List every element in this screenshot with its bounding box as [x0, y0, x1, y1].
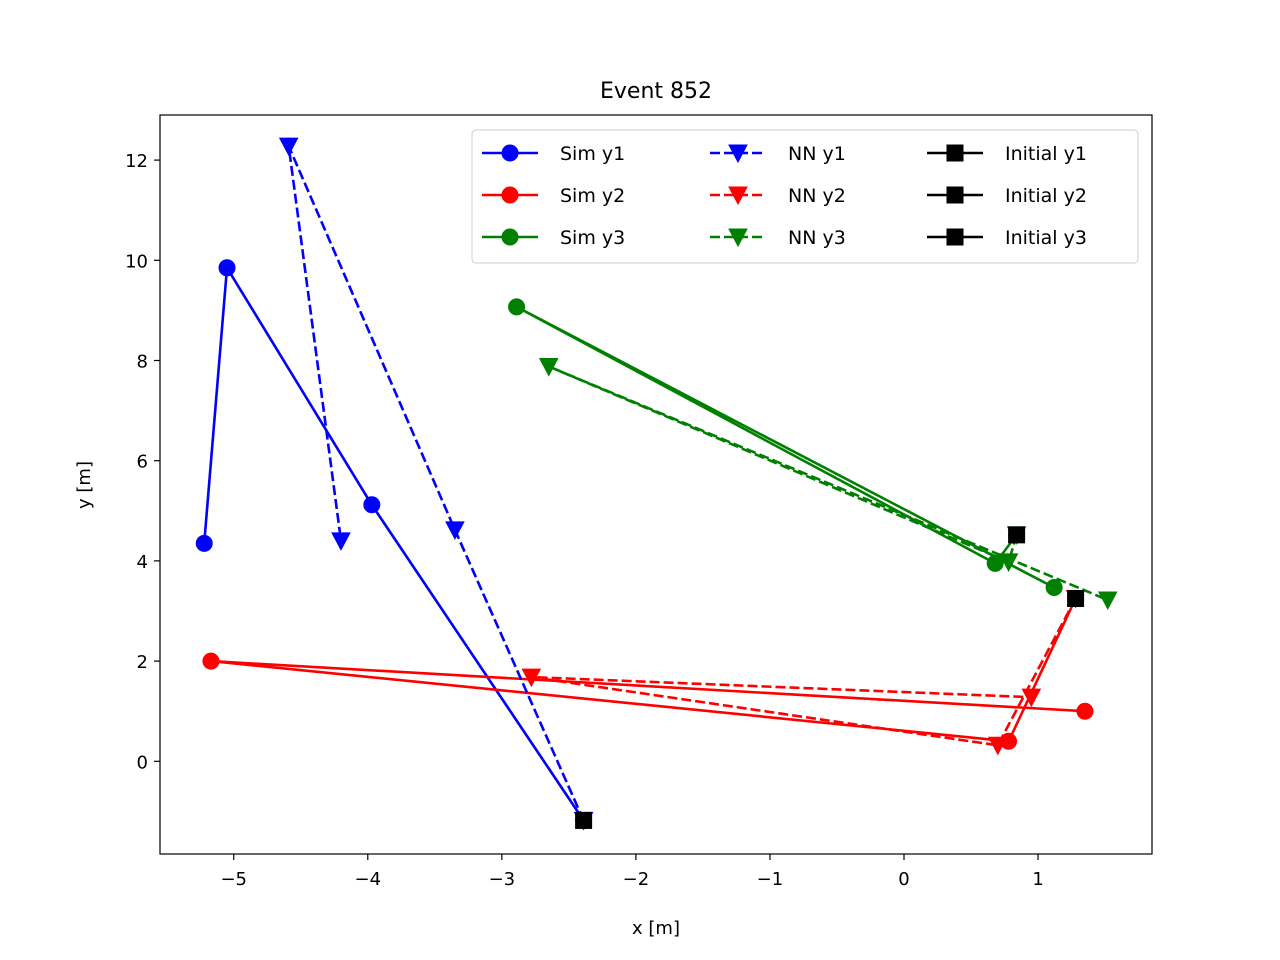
legend-entry: Initial y2 — [927, 185, 1087, 207]
data-point — [445, 521, 465, 540]
legend-entry: Sim y1 — [482, 143, 625, 165]
legend-box — [471, 129, 1139, 264]
data-point — [1021, 688, 1042, 708]
legend-label: NN y3 — [788, 227, 846, 249]
y-tick-label: 8 — [137, 351, 148, 372]
legend-label: NN y1 — [788, 143, 846, 165]
legend-label: Sim y1 — [560, 143, 625, 165]
series-4 — [278, 137, 594, 831]
legend-swatch-marker — [946, 186, 964, 204]
data-point — [331, 532, 351, 551]
data-point — [1097, 591, 1118, 611]
x-tick-label: 1 — [1032, 869, 1043, 890]
legend-swatch-marker — [501, 144, 519, 162]
legend-entry: NN y3 — [710, 227, 846, 249]
plot-area — [159, 114, 1153, 855]
data-point — [998, 553, 1019, 572]
series-line — [202, 266, 585, 822]
legend: Sim y1 Sim y2 Sim y3 NN y1 NN y2 NN y3 Initial… — [471, 129, 1139, 264]
legend-label: Initial y1 — [1005, 143, 1087, 165]
axes-frame — [159, 114, 1153, 855]
x-tick-label: −4 — [355, 869, 382, 890]
legend-entry: NN y2 — [710, 185, 846, 207]
legend-label: Sim y3 — [560, 227, 625, 249]
data-point — [575, 811, 593, 829]
x-axis: −5 −4 −3 −2 −1 0 1 — [220, 854, 1044, 890]
y-tick-label: 2 — [137, 652, 148, 673]
legend-entry: NN y1 — [710, 143, 846, 165]
series-line — [529, 597, 1077, 747]
series-line — [515, 305, 1055, 589]
y-tick-label: 10 — [125, 251, 148, 272]
legend-entry: Initial y1 — [927, 143, 1087, 165]
chart-title: Event 852 — [600, 79, 712, 104]
legend-entry: Sim y2 — [482, 185, 625, 207]
data-point — [1008, 526, 1026, 544]
series-layer — [195, 137, 1118, 831]
data-point — [195, 534, 213, 552]
y-tick-label: 6 — [137, 452, 148, 473]
series-9 — [1008, 526, 1026, 544]
legend-swatch-marker — [728, 144, 748, 164]
legend-label: Initial y2 — [1005, 185, 1087, 207]
y-tick-label: 12 — [125, 151, 148, 172]
legend-entry: Initial y3 — [927, 227, 1087, 249]
x-tick-label: −1 — [757, 869, 784, 890]
data-point — [1067, 589, 1085, 607]
y-tick-label: 4 — [137, 552, 148, 573]
legend-label: Sim y2 — [560, 185, 625, 207]
data-point — [508, 298, 526, 316]
legend-label: Initial y3 — [1005, 227, 1087, 249]
data-point — [363, 496, 381, 514]
x-tick-label: −2 — [623, 869, 650, 890]
data-point — [218, 259, 236, 277]
data-point — [521, 668, 542, 688]
x-axis-label: x [m] — [632, 918, 680, 939]
series-8 — [1067, 589, 1085, 607]
y-axis: 0 2 4 6 8 10 12 — [125, 151, 160, 773]
legend-swatch-marker — [728, 186, 748, 206]
legend-swatch-marker — [501, 186, 519, 204]
data-point — [988, 736, 1008, 756]
legend-entry: Sim y3 — [482, 227, 625, 249]
x-tick-label: 0 — [898, 869, 909, 890]
legend-swatch-marker — [946, 144, 964, 162]
legend-swatch-marker — [728, 228, 748, 248]
data-point — [1076, 702, 1094, 720]
series-7 — [575, 811, 593, 829]
y-tick-label: 0 — [137, 752, 148, 773]
x-tick-label: −5 — [220, 869, 247, 890]
legend-swatch-marker — [946, 228, 964, 246]
data-point — [278, 137, 299, 157]
legend-swatch-marker — [501, 228, 519, 246]
legend-label: NN y2 — [788, 185, 846, 207]
data-point — [202, 652, 220, 670]
series-line — [287, 144, 585, 821]
series-line — [547, 365, 1109, 602]
x-tick-label: −3 — [489, 869, 516, 890]
data-point — [1045, 578, 1063, 596]
series-line — [209, 597, 1086, 743]
data-point — [538, 358, 559, 377]
y-axis-label: y [m] — [74, 461, 95, 509]
